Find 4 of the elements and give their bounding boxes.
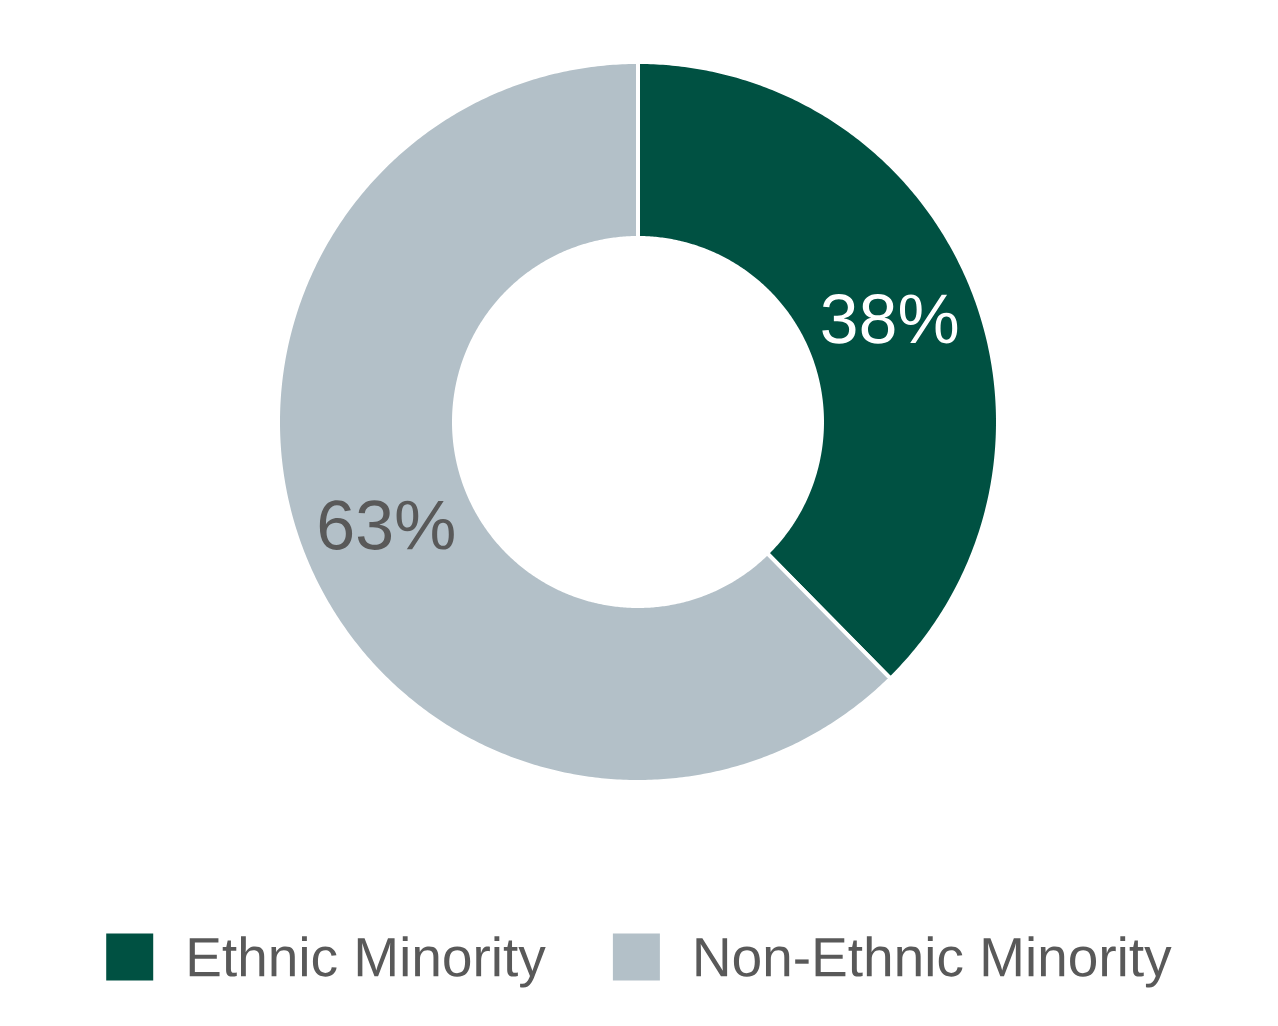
legend-label: Ethnic Minority bbox=[189, 936, 546, 988]
data-label: 63% bbox=[319, 500, 454, 550]
legend-label: Non-Ethnic Minority bbox=[696, 936, 1172, 988]
data-label: 38% bbox=[822, 294, 958, 344]
